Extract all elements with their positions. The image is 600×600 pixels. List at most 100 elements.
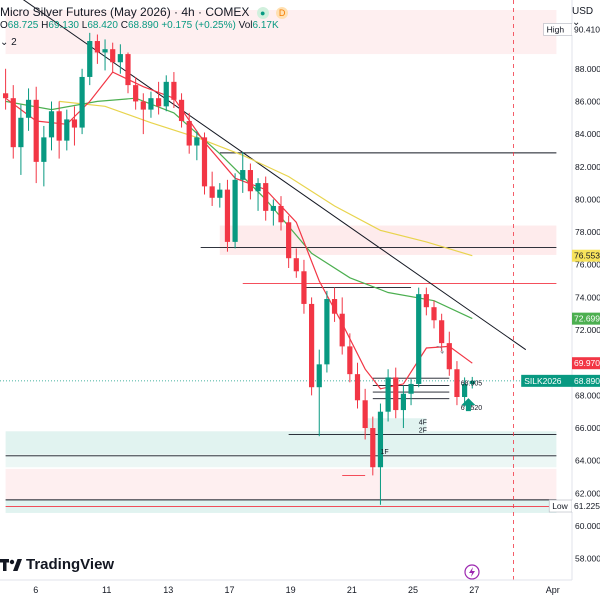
candle-body[interactable] [102, 49, 108, 53]
candle-body[interactable] [286, 222, 292, 259]
candle-body[interactable] [247, 170, 253, 192]
price-tick-label: 64.000 [575, 456, 600, 466]
candle-body[interactable] [148, 98, 154, 110]
candle-body[interactable] [362, 400, 368, 429]
candle-body[interactable] [301, 271, 307, 304]
price-badge-label: 68.890 [574, 376, 600, 386]
price-badge [572, 23, 600, 36]
candle-body[interactable] [10, 98, 16, 148]
price-tick-label: 78.000 [575, 227, 600, 237]
price-zone [5, 431, 557, 455]
candle-body[interactable] [393, 377, 399, 411]
candle-body[interactable] [87, 41, 93, 77]
curve-arrow-icon: ⤵ [436, 346, 444, 355]
candle-body[interactable] [25, 99, 32, 118]
time-tick-label: 19 [286, 585, 296, 595]
time-tick-label: 25 [408, 585, 418, 595]
candle-body[interactable] [56, 111, 62, 141]
candle-body[interactable] [94, 41, 100, 53]
candle-body[interactable] [324, 299, 330, 365]
level-label: 4F [419, 420, 427, 427]
candle-body[interactable] [41, 137, 47, 162]
candle-body[interactable] [48, 111, 55, 138]
candle-body[interactable] [224, 189, 231, 242]
tradingview-logo-icon [0, 558, 22, 571]
chevron-down-icon: ⌄ [572, 17, 581, 28]
price-zone [5, 454, 557, 468]
candle-body[interactable] [462, 383, 468, 398]
candle-body[interactable] [255, 183, 261, 192]
time-axis[interactable] [0, 580, 600, 600]
price-badge-label: 61.225 [574, 501, 600, 511]
price-badge-tag-label: High [547, 24, 565, 34]
candle-body[interactable] [439, 320, 445, 344]
candle-body[interactable] [408, 383, 414, 394]
candle-body[interactable] [71, 119, 78, 128]
candle-body[interactable] [171, 81, 177, 100]
candle-body[interactable] [385, 377, 391, 412]
candle-body[interactable] [423, 294, 429, 308]
candle-body[interactable] [3, 93, 9, 99]
candle-body[interactable] [454, 369, 460, 398]
price-tick-label: 72.000 [575, 325, 600, 335]
candle-body[interactable] [125, 54, 131, 86]
candle-body[interactable] [278, 205, 284, 223]
candle-body[interactable] [163, 81, 169, 107]
event-lightning-icon[interactable] [464, 564, 480, 580]
candle-body[interactable] [232, 179, 238, 242]
lightning-bolt-icon [469, 567, 475, 577]
candle-body[interactable] [186, 121, 192, 146]
candle-body[interactable] [339, 313, 345, 347]
candle-body[interactable] [431, 307, 437, 321]
candle-body[interactable] [331, 299, 338, 314]
tradingview-logo[interactable]: TradingView [0, 556, 114, 573]
price-badge-label: 76.553 [574, 251, 600, 261]
price-axis[interactable] [572, 0, 600, 600]
level-label: 2F [419, 428, 427, 435]
candle-body[interactable] [377, 411, 384, 468]
candle-body[interactable] [140, 101, 146, 110]
candle-body[interactable] [18, 117, 24, 148]
candle-body[interactable] [33, 99, 39, 162]
candle-body[interactable] [178, 99, 185, 122]
time-tick-label: 27 [469, 585, 479, 595]
candle-body[interactable] [370, 428, 376, 468]
level-label: 68.905 [461, 380, 483, 387]
candle-body[interactable] [347, 346, 353, 375]
candle-body[interactable] [240, 170, 246, 180]
price-badge [572, 249, 600, 262]
price-zone [5, 468, 557, 500]
candle-body[interactable] [263, 183, 269, 211]
price-badge-label: 72.699 [574, 314, 600, 324]
candle-body[interactable] [133, 85, 139, 102]
price-tick-label: 74.000 [575, 292, 600, 302]
candle-body[interactable] [64, 119, 70, 141]
trend-line[interactable] [17, 0, 527, 351]
candle-body[interactable] [209, 186, 215, 198]
time-tick-label: 13 [163, 585, 173, 595]
candle-body[interactable] [201, 137, 208, 187]
candle-body[interactable] [270, 205, 276, 211]
candle-body[interactable] [354, 374, 361, 401]
time-tick-label: 11 [102, 585, 111, 595]
candle-body[interactable] [309, 303, 315, 388]
candle-body[interactable] [217, 189, 223, 198]
candle-body[interactable] [117, 54, 123, 63]
candle-body[interactable] [194, 137, 200, 146]
candle-body[interactable] [156, 98, 162, 107]
candle-body[interactable] [400, 393, 406, 411]
candle-body[interactable] [416, 294, 422, 384]
time-tick-label: 17 [224, 585, 234, 595]
candle-body[interactable] [446, 343, 452, 370]
candle-body[interactable] [316, 364, 322, 388]
candle-body[interactable] [469, 380, 475, 384]
candle-body[interactable] [110, 49, 116, 63]
price-badge [572, 374, 600, 387]
level-label: 67.520 [461, 405, 483, 412]
candle-body[interactable] [293, 258, 299, 272]
candle-body[interactable] [79, 76, 85, 128]
price-badge-label: 90.410 [574, 24, 600, 34]
price-tick-label: 82.000 [575, 162, 600, 172]
currency-selector[interactable]: USD ⌄ [572, 6, 600, 28]
